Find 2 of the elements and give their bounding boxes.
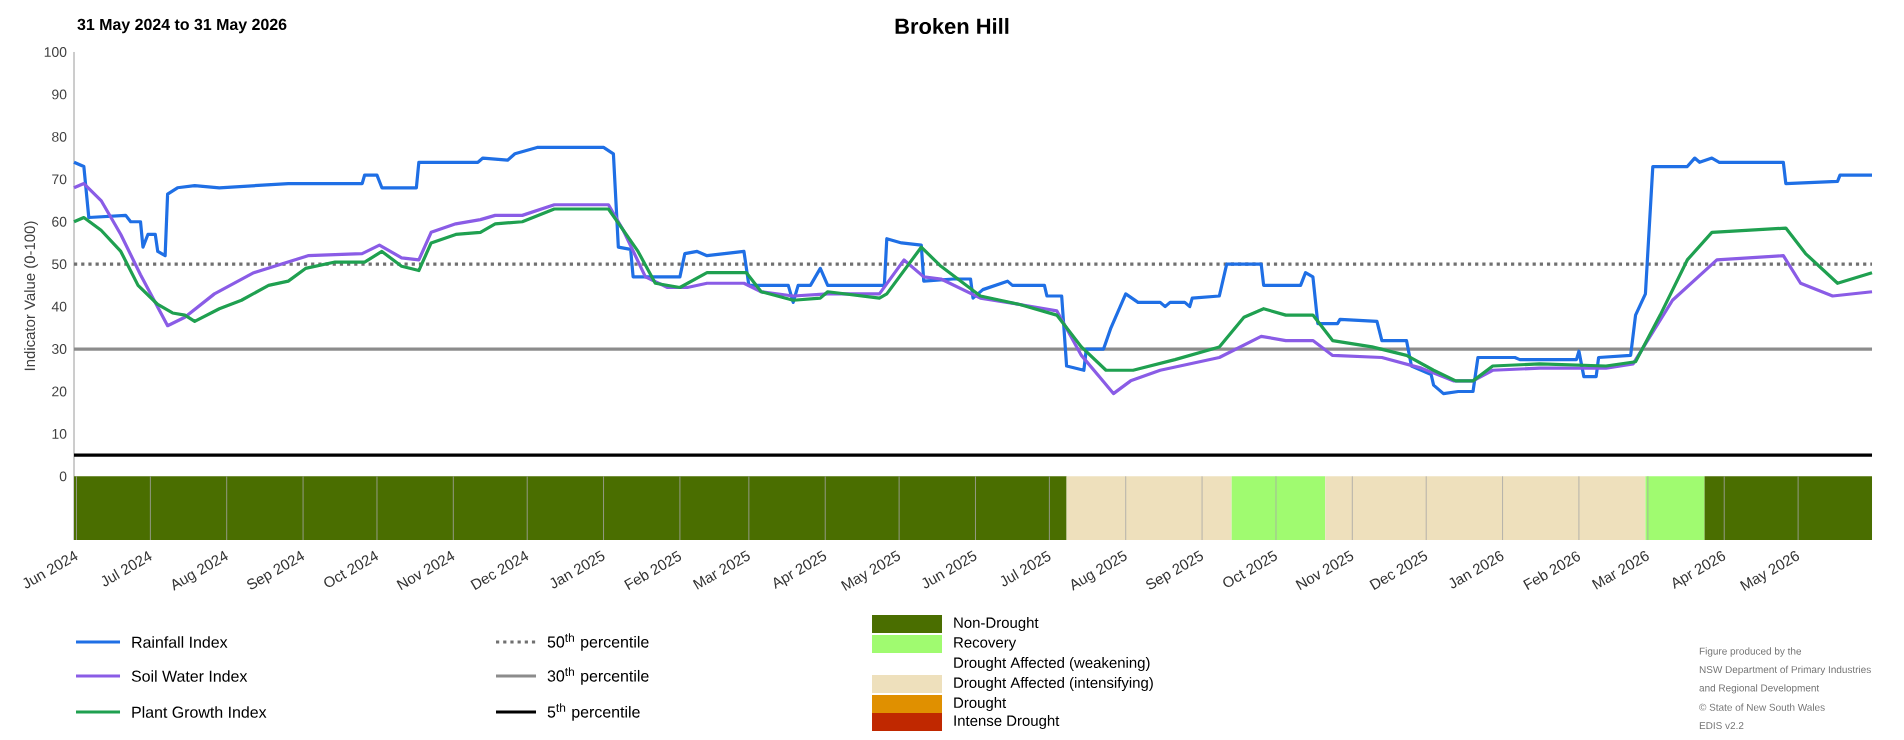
line-series [72, 207, 1874, 383]
chart-title: Broken Hill [895, 17, 1009, 35]
